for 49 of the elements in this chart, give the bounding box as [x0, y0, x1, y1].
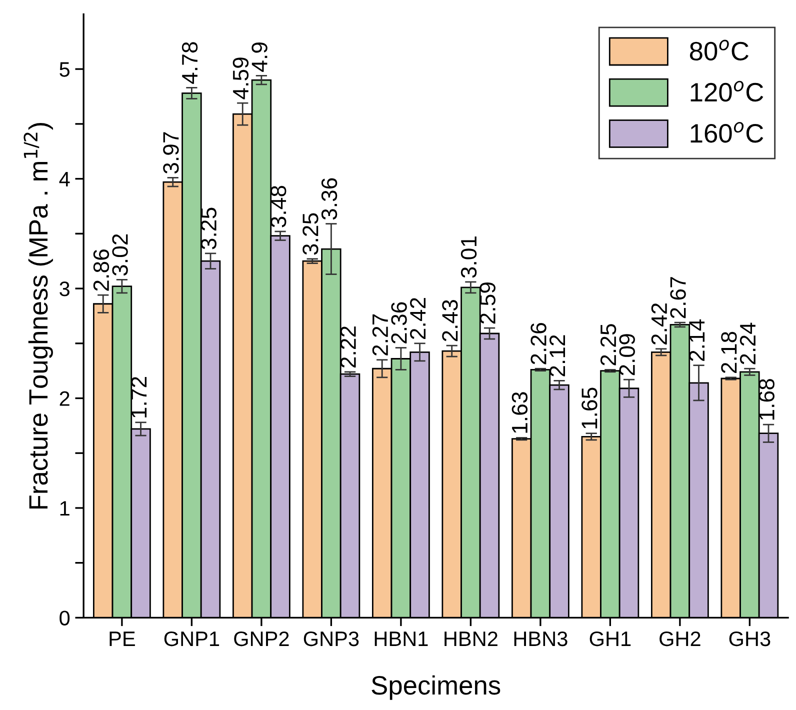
y-tick-label: 0 [60, 610, 70, 626]
data-label: 3.01 [460, 236, 477, 278]
y-tick-label: 4 [59, 172, 70, 186]
data-label: 1.68 [758, 379, 774, 420]
data-label: 2.27 [372, 314, 388, 356]
data-label: 2.14 [688, 319, 705, 361]
data-label: 1.63 [512, 392, 528, 433]
data-label: 3.25 [302, 213, 318, 255]
data-label: 2.24 [740, 322, 756, 364]
x-tick-label: GH3 [729, 631, 770, 646]
y-tick-label: 2 [60, 391, 70, 406]
data-label: 3.97 [163, 132, 179, 174]
x-tick-label: GH1 [590, 631, 631, 646]
data-label: 2.42 [651, 303, 667, 344]
data-label: 3.25 [200, 208, 216, 250]
legend-label: 120$^{o}$C [690, 80, 764, 102]
x-tick-label: HBN1 [374, 632, 428, 646]
data-label: 4.9 [252, 42, 268, 72]
x-axis-title: Specimens [372, 675, 500, 700]
data-label: 2.67 [670, 277, 686, 318]
legend-label: 80$^{o}$C [690, 40, 748, 61]
data-label: 2.59 [480, 282, 496, 324]
y-axis-title: Fracture Toughness (MPa . m$^{1/2}$) [24, 123, 53, 509]
x-tick-label: GNP3 [304, 631, 359, 646]
x-tick-label: PE [110, 632, 135, 646]
data-label: 1.65 [582, 388, 598, 428]
x-tick-label: HBN3 [514, 631, 568, 646]
x-tick-label: GNP1 [164, 631, 220, 646]
data-label: 2.42 [410, 298, 426, 339]
data-label: 2.09 [619, 334, 635, 376]
data-label: 3.36 [321, 178, 338, 220]
data-label: 2.26 [530, 323, 546, 364]
data-label: 2.12 [549, 335, 566, 376]
data-label: 3.02 [112, 234, 128, 276]
data-label: 2.86 [93, 250, 110, 291]
data-label: 4.78 [182, 42, 198, 84]
data-label: 2.18 [721, 332, 737, 373]
data-label: 2.36 [391, 302, 407, 344]
x-tick-label: GH2 [660, 631, 700, 646]
data-label: 2.25 [600, 324, 616, 366]
x-tick-label: HBN2 [444, 631, 498, 646]
data-label: 2.43 [442, 300, 458, 342]
data-label: 2.22 [340, 326, 356, 368]
x-tick-label: GNP2 [234, 631, 289, 646]
data-label: 4.59 [232, 58, 249, 100]
y-tick-label: 5 [60, 62, 70, 77]
y-tick-label: 1 [60, 501, 70, 516]
y-tick-label: 3 [60, 282, 70, 296]
legend-label: 160$^{o}$C [690, 122, 764, 143]
